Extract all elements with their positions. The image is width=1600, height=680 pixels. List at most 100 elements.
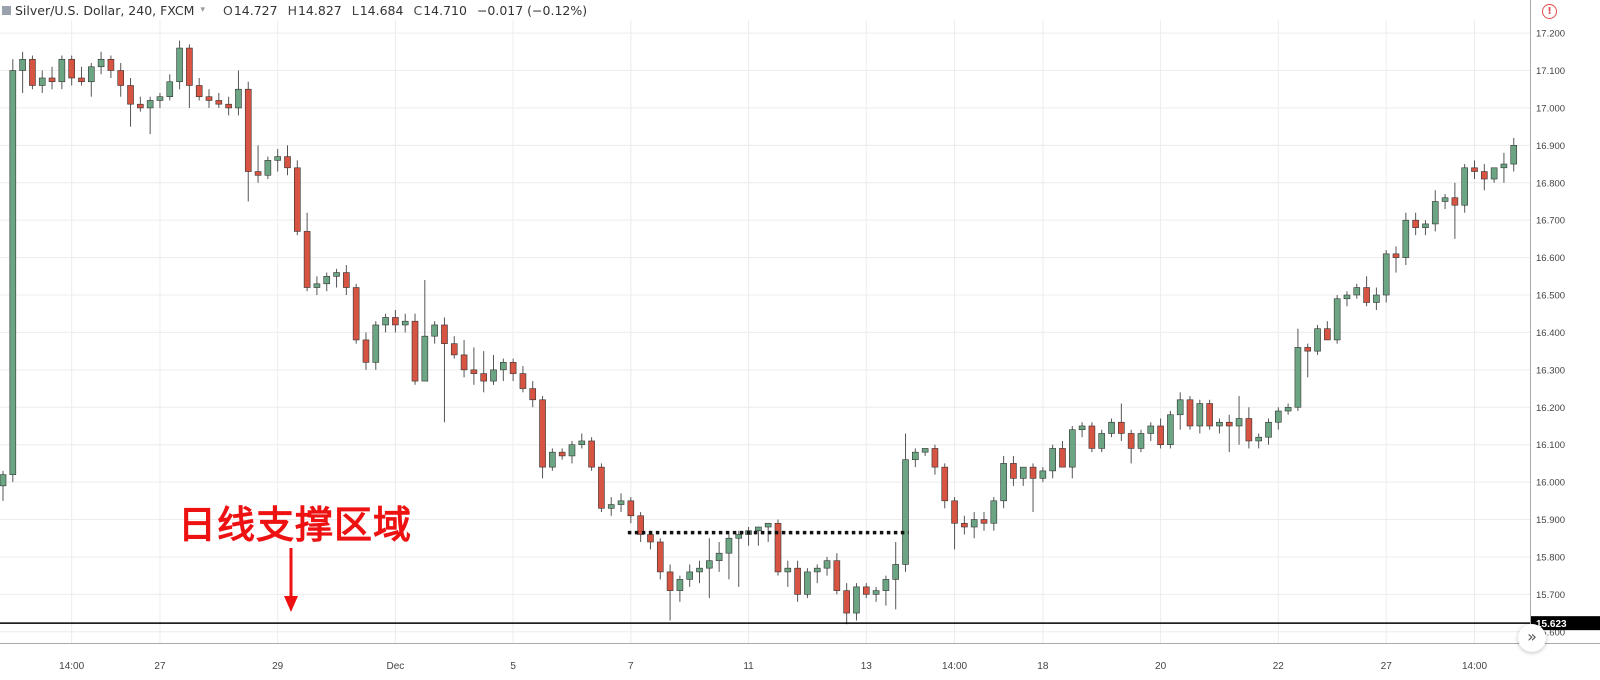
candle-down [1392,253,1400,258]
candle-up [166,81,174,98]
candle-up [38,77,46,86]
candle-down [951,500,958,524]
candle-up [9,70,17,475]
candle-up [1235,418,1243,427]
candle-up [823,560,831,569]
candle-up [990,500,998,524]
annotation-label: 日线支撑区域 [178,503,413,547]
candle-up [1490,167,1498,180]
candle-up [578,440,586,445]
candle-down [941,466,949,502]
candle-down [186,47,193,86]
candle-down [195,85,203,98]
candle-down [598,466,605,509]
scroll-to-realtime-button[interactable]: » [1518,624,1546,652]
candle-down [117,70,125,86]
candle-down [588,440,595,468]
candle-down [1029,466,1037,479]
candle-down [48,77,56,83]
candle-down [29,58,36,86]
price-tick-label: 17.200 [1536,29,1565,40]
candle-down [1118,421,1125,434]
time-tick-label: 22 [1273,661,1285,672]
candle-down [205,96,213,101]
candle-up [97,58,105,68]
low-label: L [351,2,359,18]
candle-down [637,515,644,535]
candle-up [274,156,281,161]
candle-up [500,362,507,371]
time-tick-label: 14:00 [59,661,84,672]
candle-up [235,88,242,109]
candle-up [1019,466,1027,479]
chart-header: Silver/U.S. Dollar, 240, FXCM ▾ O14.727 … [0,0,587,20]
candle-down [1157,425,1164,445]
candle-down [794,567,801,595]
candle-down [244,88,252,172]
candle-up [755,526,762,532]
candle-down [460,354,468,371]
candle-up [1000,463,1007,502]
candle-up [706,560,713,569]
candle-up [333,272,340,277]
candle-down [1186,399,1194,427]
candle-up [725,537,733,554]
candle-up [176,47,183,83]
candle-down [362,339,370,363]
close-label: C [413,2,423,18]
candle-up [853,586,860,614]
price-tick-label: 16.400 [1536,328,1565,339]
candle-up [1078,425,1086,431]
candle-up [1461,167,1468,206]
alert-icon[interactable]: ! [1542,4,1557,19]
candle-up [431,324,438,337]
candle-down [1088,425,1096,449]
candle-down [666,571,674,591]
candle-up [1147,425,1155,434]
candle-down [441,324,448,344]
change-value: −0.017 (−0.12%) [476,2,588,18]
candle-down [1206,403,1213,427]
time-tick-label: 29 [272,661,284,672]
price-tick-label: 16.000 [1536,478,1565,489]
candle-up [421,335,429,382]
candle-up [715,552,723,561]
candle-up [676,579,684,591]
candle-up [382,317,389,326]
candle-up [1265,421,1272,438]
candle-up [1284,406,1292,412]
candle-up [764,522,772,528]
candle-up [1255,436,1262,442]
candle-up [1500,163,1508,169]
candle-down [1471,167,1478,172]
chevron-down-icon: ▾ [200,5,205,15]
candle-up [1275,410,1282,423]
candle-up [872,590,880,595]
candle-down [303,231,311,288]
candle-down [627,500,635,517]
price-tick-label: 16.100 [1536,440,1565,451]
candle-up [1196,403,1204,427]
candle-down [1245,418,1253,442]
candle-up [1176,399,1184,416]
time-tick-label: 7 [628,661,634,672]
candle-up [970,519,978,528]
double-chevron-right-icon: » [1527,627,1537,646]
candle-down [529,388,537,401]
candle-down [352,287,360,341]
candle-down [509,362,517,374]
candle-up [902,459,909,565]
candle-up [1343,294,1351,300]
candle-up [912,451,919,460]
candle-down [392,317,399,326]
open-value: 14.727 [233,2,278,18]
candle-down [1324,328,1331,341]
symbol-selector[interactable]: Silver/U.S. Dollar, 240, FXCM ▾ [0,3,205,18]
time-tick-label: 14:00 [1462,661,1487,672]
candle-up [568,444,576,457]
candle-up [1402,219,1410,258]
candle-up [784,567,792,573]
candle-down [78,77,85,83]
candle-up [921,448,929,453]
